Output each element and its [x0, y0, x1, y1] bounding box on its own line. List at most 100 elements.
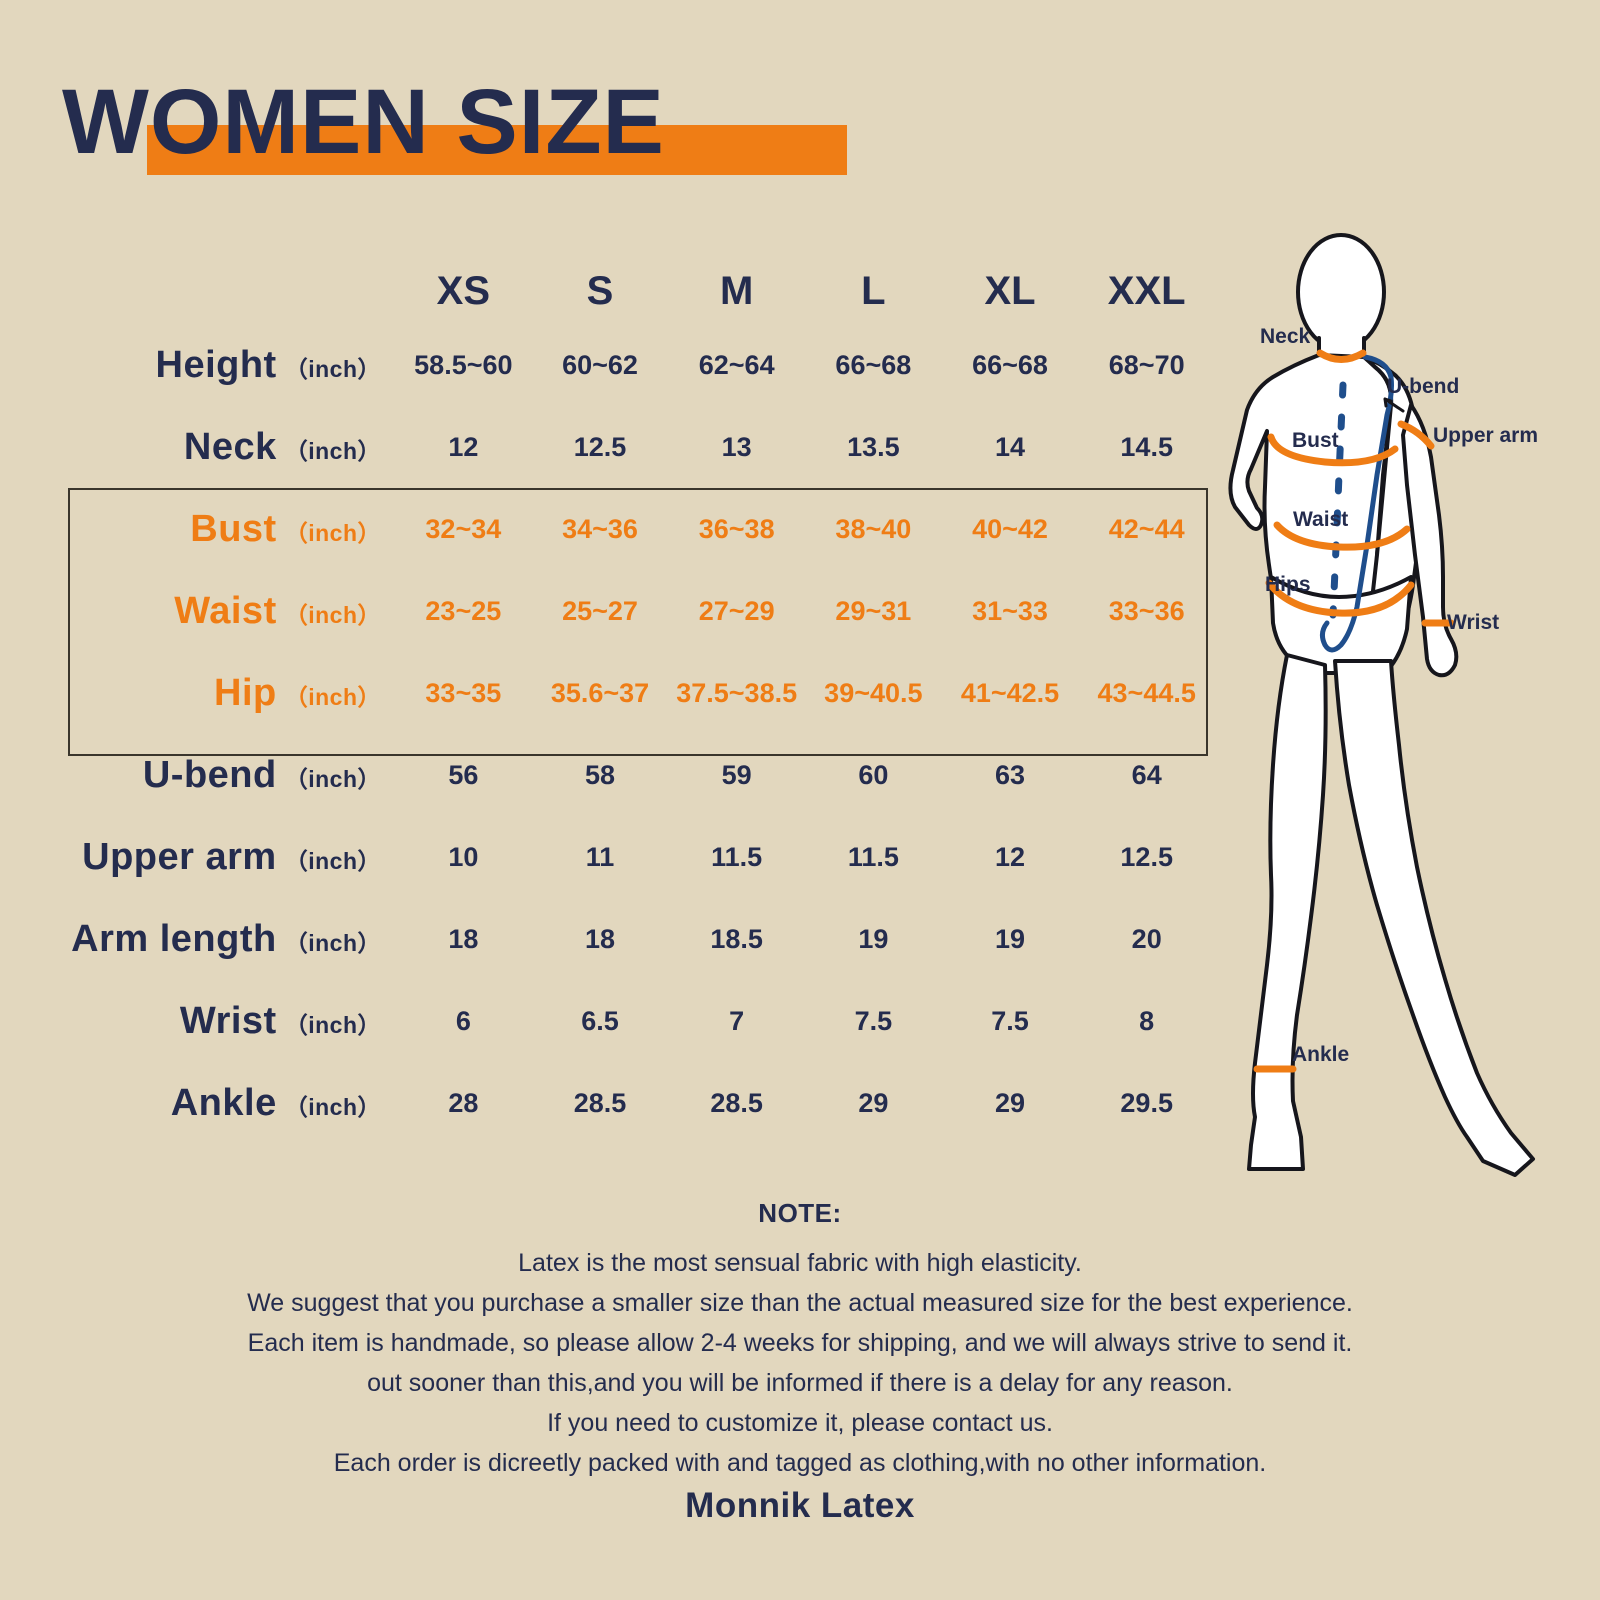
- row-label-unit: （inch）: [284, 355, 381, 382]
- cell-value: 13.5: [847, 431, 900, 462]
- right-arm-shape: [1401, 403, 1459, 678]
- cell-value: 29.5: [1120, 1087, 1173, 1118]
- page-title: WOMEN SIZE: [62, 70, 847, 180]
- figure-label-u-bend: U-bend: [1387, 375, 1460, 398]
- table-row: Bust （inch） 32~34 34~36 36~38 38~40 40~42…: [0, 488, 1215, 570]
- measurement-diagram: Neck U-bend Upper arm Bust Waist Hips Wr…: [1215, 225, 1600, 1195]
- cell-value: 60~62: [562, 349, 638, 380]
- row-label: Hip （inch）: [0, 672, 395, 715]
- row-label: Upper arm （inch）: [0, 836, 395, 879]
- table-row: U-bend （inch） 56 58 59 60 63 64: [0, 734, 1215, 816]
- cell-value: 58: [584, 759, 616, 790]
- cell-value: 29: [858, 1087, 889, 1118]
- cell-value: 12: [995, 841, 1026, 872]
- cell-value: 18: [584, 923, 616, 954]
- column-header-s: S: [586, 268, 614, 313]
- right-leg-shape: [1333, 659, 1535, 1177]
- cell-value: 12.5: [1120, 841, 1173, 872]
- table-header-row: XS S M L XL XXL: [0, 258, 1215, 324]
- figure-label-waist: Waist: [1293, 508, 1349, 531]
- figure-label-neck: Neck: [1260, 325, 1311, 348]
- row-label-text: Upper arm: [82, 835, 277, 878]
- column-header-xxl: XXL: [1107, 268, 1186, 313]
- figure-label-bust: Bust: [1292, 429, 1339, 452]
- cell-value: 14: [995, 431, 1026, 462]
- cell-value: 32~34: [425, 513, 502, 544]
- cell-value: 36~38: [698, 513, 775, 544]
- table-row: Hip （inch） 33~35 35.6~37 37.5~38.5 39~40.…: [0, 652, 1215, 734]
- cell-value: 7.5: [991, 1005, 1029, 1036]
- column-header-xl: XL: [984, 268, 1036, 313]
- figure-label-ankle: Ankle: [1292, 1043, 1350, 1066]
- row-label: Arm length （inch）: [0, 918, 395, 961]
- u-bend-arrow: [1383, 397, 1405, 413]
- note-line: Each order is dicreetly packed with and …: [333, 1449, 1267, 1477]
- cell-value: 40~42: [972, 513, 1048, 544]
- row-label-text: Wrist: [179, 999, 277, 1042]
- hips-band: [1265, 579, 1415, 617]
- cell-value: 10: [448, 841, 479, 872]
- cell-value: 56: [448, 759, 479, 790]
- cell-value: 63: [995, 759, 1026, 790]
- cell-value: 6: [455, 1005, 471, 1036]
- cell-value: 13: [721, 431, 752, 462]
- title-highlight-bar: [147, 125, 847, 175]
- cell-value: 19: [858, 923, 889, 954]
- column-header-l: L: [861, 268, 886, 313]
- cell-value: 33~36: [1108, 595, 1185, 626]
- cell-value: 62~64: [698, 349, 775, 380]
- row-label-unit: （inch）: [284, 683, 381, 710]
- cell-value: 11.5: [847, 841, 899, 872]
- row-label-text: Arm length: [71, 917, 277, 960]
- cell-value: 42~44: [1108, 513, 1185, 544]
- figure-label-hips: Hips: [1265, 573, 1311, 596]
- cell-value: 60: [858, 759, 889, 790]
- page-title-text: WOMEN SIZE: [62, 71, 665, 173]
- bust-band: [1267, 433, 1399, 467]
- row-label-text: Height: [155, 343, 277, 386]
- cell-value: 12: [448, 431, 479, 462]
- cell-value: 7: [729, 1005, 745, 1036]
- row-label-unit: （inch）: [284, 519, 381, 546]
- note-line: We suggest that you purchase a smaller s…: [247, 1289, 1353, 1317]
- column-header-m: M: [720, 268, 754, 313]
- row-label: Neck （inch）: [0, 426, 395, 469]
- cell-value: 20: [1131, 923, 1162, 954]
- table-row: Ankle （inch） 28 28.5 28.5 29 29 29.5: [0, 1062, 1215, 1144]
- row-label: Height （inch）: [0, 344, 395, 387]
- row-label-unit: （inch）: [284, 765, 381, 792]
- cell-value: 68~70: [1108, 349, 1185, 380]
- cell-value: 14.5: [1120, 431, 1173, 462]
- u-bend-line: [1319, 354, 1394, 653]
- table-row: Waist （inch） 23~25 25~27 27~29 29~31 31~3…: [0, 570, 1215, 652]
- mannequin-illustration: [1228, 233, 1535, 1177]
- cell-value: 23~25: [425, 595, 502, 626]
- row-label-text: Bust: [190, 507, 277, 550]
- neck-band: [1316, 349, 1367, 363]
- row-label-unit: （inch）: [284, 437, 381, 464]
- note-line: Each item is handmade, so please allow 2…: [247, 1329, 1353, 1357]
- table-row: Neck （inch） 12 12.5 13 13.5 14 14.5: [0, 406, 1215, 488]
- cell-value: 8: [1139, 1005, 1155, 1036]
- left-leg-shape: [1247, 653, 1328, 1171]
- cell-value: 31~33: [972, 595, 1048, 626]
- cell-value: 28.5: [710, 1087, 763, 1118]
- cell-value: 59: [721, 759, 752, 790]
- row-label: U-bend （inch）: [0, 754, 395, 797]
- cell-value: 7.5: [854, 1005, 893, 1036]
- figure-label-upper-arm: Upper arm: [1433, 424, 1539, 447]
- row-label-unit: （inch）: [284, 929, 381, 956]
- cell-value: 43~44.5: [1097, 677, 1196, 708]
- waist-band: [1273, 521, 1411, 551]
- row-label-unit: （inch）: [284, 847, 381, 874]
- table-row: Upper arm （inch） 10 11 11.5 11.5 12 12.5: [0, 816, 1215, 898]
- brand-name: Monnik Latex: [685, 1486, 915, 1525]
- size-table: XS S M L XL XXL Height （inch） 58.5~60 60~…: [0, 258, 1215, 1144]
- table-row: Arm length （inch） 18 18 18.5 19 19 20: [0, 898, 1215, 980]
- note-section: NOTE: Latex is the most sensual fabric w…: [0, 1198, 1600, 1483]
- cell-value: 64: [1131, 759, 1162, 790]
- figure-label-wrist: Wrist: [1447, 611, 1500, 634]
- cell-value: 19: [995, 923, 1026, 954]
- note-line: out sooner than this,and you will be inf…: [367, 1369, 1233, 1397]
